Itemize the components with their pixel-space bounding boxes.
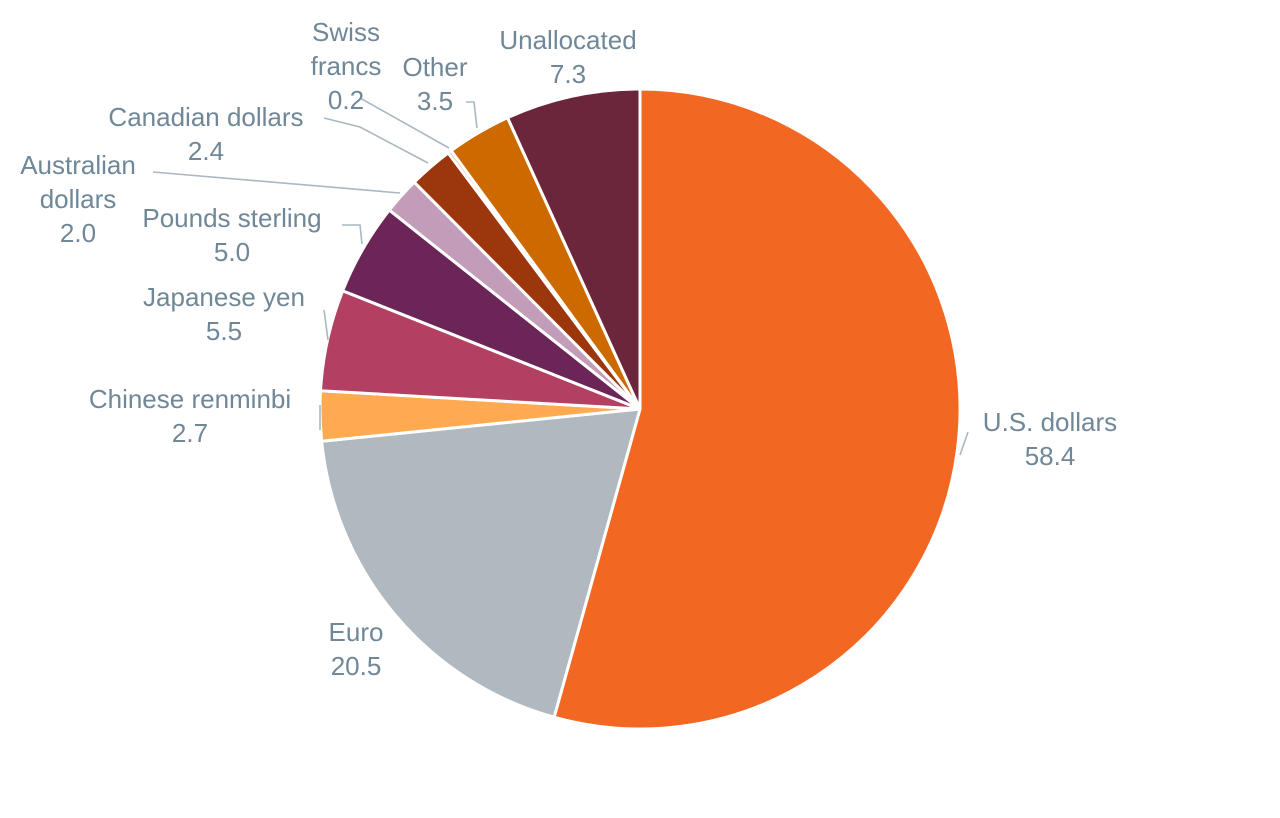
slice-name-label: francs <box>311 51 382 81</box>
slice-name-label: U.S. dollars <box>983 407 1117 437</box>
slice-label-pounds-sterling: Pounds sterling 5.0 <box>142 203 321 267</box>
slice-name-label: Unallocated <box>499 25 636 55</box>
slice-value-label: 2.4 <box>188 136 224 166</box>
leader-line-u-s-dollars <box>959 431 969 456</box>
slice-name-label: dollars <box>40 184 117 214</box>
slice-label-japanese-yen: Japanese yen 5.5 <box>143 282 305 346</box>
slice-name-label: Other <box>402 52 467 82</box>
pie-slice-u-s-dollars <box>552 87 962 731</box>
pie-slice-unallocated <box>506 87 642 411</box>
pie-slice-euro <box>320 407 642 719</box>
labels-layer: U.S. dollars 58.4 Euro 20.5 Chinese renminbi… <box>20 17 1117 681</box>
slice-value-label: 7.3 <box>550 59 586 89</box>
slice-label-australian-dollars: Australian dollars 2.0 <box>20 150 136 248</box>
slice-name-label: Japanese yen <box>143 282 305 312</box>
slice-label-unallocated: Unallocated 7.3 <box>499 25 636 89</box>
leader-line-japanese-yen <box>323 309 329 341</box>
leader-line-pounds-sterling <box>342 224 363 245</box>
slice-name-label: Chinese renminbi <box>89 384 291 414</box>
slice-value-label: 2.0 <box>60 218 96 248</box>
slice-value-label: 2.7 <box>172 418 208 448</box>
slice-label-chinese-renminbi: Chinese renminbi 2.7 <box>89 384 291 448</box>
leader-line-australian-dollars <box>152 171 401 194</box>
slice-label-canadian-dollars: Canadian dollars 2.4 <box>108 102 303 166</box>
slice-label-swiss-francs: Swiss francs 0.2 <box>311 17 382 115</box>
slice-value-label: 58.4 <box>1025 441 1076 471</box>
slice-value-label: 0.2 <box>328 85 364 115</box>
slice-value-label: 5.5 <box>206 316 242 346</box>
leader-line-swiss-francs <box>359 97 450 149</box>
slice-name-label: Pounds sterling <box>142 203 321 233</box>
slice-name-label: Canadian dollars <box>108 102 303 132</box>
slice-label-other: Other 3.5 <box>402 52 467 116</box>
slice-name-label: Australian <box>20 150 136 180</box>
slices-layer <box>318 87 962 731</box>
slice-label-euro: Euro 20.5 <box>329 617 384 681</box>
slice-value-label: 5.0 <box>214 237 250 267</box>
leader-line-canadian-dollars <box>323 117 429 164</box>
slice-value-label: 3.5 <box>417 86 453 116</box>
slice-value-label: 20.5 <box>331 651 382 681</box>
slice-name-label: Euro <box>329 617 384 647</box>
leader-lines-layer <box>152 97 969 456</box>
leader-line-other <box>466 101 478 129</box>
slice-label-u-s-dollars: U.S. dollars 58.4 <box>983 407 1117 471</box>
slice-name-label: Swiss <box>312 17 380 47</box>
